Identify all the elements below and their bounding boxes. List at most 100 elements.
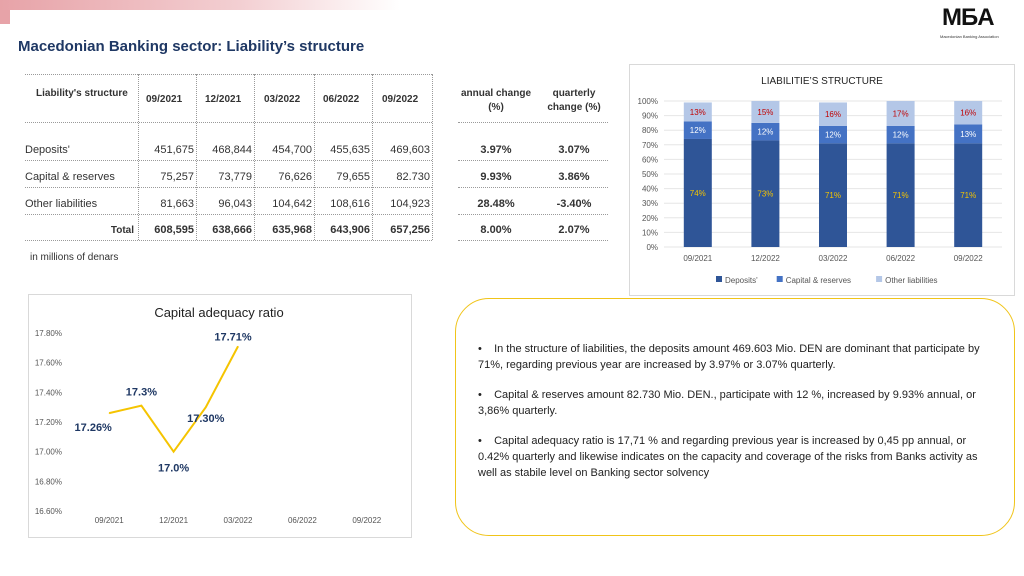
table-line <box>458 214 608 215</box>
table-row-label-total: Total <box>110 225 134 236</box>
table-cell-annual: 9.93% <box>480 171 512 183</box>
data-label: 17.0% <box>158 463 189 475</box>
x-tick-label: 12/2022 <box>751 254 780 263</box>
bar-segment <box>819 125 847 144</box>
table-header-annual-change: annual change (%) <box>460 88 531 113</box>
data-label: 17% <box>893 109 909 118</box>
bar-segment <box>819 143 847 247</box>
data-label: 12% <box>825 131 841 140</box>
table-cell: 96,043 <box>218 198 252 210</box>
commentary-text: Capital adequacy ratio is 17,71 % and re… <box>478 435 978 479</box>
bar-segment <box>751 140 780 247</box>
y-tick-label: 40% <box>642 185 658 194</box>
table-row-label: Capital & reserves <box>25 171 115 183</box>
table-cell: 469,603 <box>390 144 430 156</box>
y-tick-label: 17.20% <box>35 418 62 427</box>
bar-chart-svg: LIABILITIE’S STRUCTURE 0% 10% 20% 30% 40% 50% 6… <box>638 76 1002 285</box>
y-tick-label: 100% <box>638 97 658 106</box>
legend-label: Other liabilities <box>885 276 937 285</box>
chart-title: Capital adequacy ratio <box>154 305 283 320</box>
table-cell: 79,655 <box>336 171 370 183</box>
data-label: 74% <box>690 189 706 198</box>
data-point <box>108 412 110 414</box>
x-tick-label: 06/2022 <box>288 516 317 525</box>
x-tick-label: 09/2022 <box>954 254 983 263</box>
table-header-period: 03/2022 <box>264 94 301 105</box>
liability-structure-chart: LIABILITIE’S STRUCTURE 0% 10% 20% 30% 40% 50% 6… <box>629 64 1015 296</box>
data-label: 12% <box>690 126 706 135</box>
units-note: in millions of denars <box>30 252 119 263</box>
logo-text: MБA <box>942 4 995 31</box>
table-cell: 104,642 <box>272 198 312 210</box>
table-cell-total: 638,666 <box>212 224 252 236</box>
legend-label: Deposits' <box>725 276 758 285</box>
table-header-period: 09/2021 <box>146 94 183 105</box>
decorative-corner <box>0 10 10 24</box>
bar-segment <box>819 102 847 126</box>
commentary-item: • In the structure of liabilities, the d… <box>478 341 998 373</box>
liability-table: Liability's structure 09/2021 12/2021 03… <box>0 0 620 260</box>
y-tick-label: 50% <box>642 170 658 179</box>
table-cell-quarterly: 2.07% <box>558 224 590 236</box>
data-label: 71% <box>825 191 841 200</box>
data-label: 17.26% <box>75 422 113 434</box>
legend-swatch <box>776 276 783 282</box>
table-line <box>25 122 432 123</box>
table-line <box>138 74 139 240</box>
y-tick-label: 10% <box>642 228 658 237</box>
data-label: 16% <box>825 110 841 119</box>
table-header-period: 06/2022 <box>323 94 360 105</box>
x-tick-label: 09/2021 <box>683 254 712 263</box>
bar-segment <box>954 101 983 125</box>
table-line <box>314 74 315 240</box>
table-header-row-label: Liability's structure <box>36 88 128 99</box>
commentary-item: • Capital adequacy ratio is 17,71 % and … <box>478 433 998 481</box>
bar-segment <box>683 121 712 139</box>
data-label: 13% <box>960 130 976 139</box>
table-line <box>25 160 432 161</box>
table-line <box>254 74 255 240</box>
table-cell-annual: 3.97% <box>480 144 512 156</box>
chart-title: LIABILITIE’S STRUCTURE <box>761 76 883 87</box>
data-label: 17.71% <box>214 331 252 343</box>
x-tick-label: 06/2022 <box>886 254 915 263</box>
table-cell: 451,675 <box>154 144 194 156</box>
data-label: 15% <box>757 108 773 117</box>
logo-subtitle: Macedonian Banking Association <box>940 34 999 39</box>
table-cell: 455,635 <box>330 144 370 156</box>
table-line <box>25 214 432 215</box>
table-cell-total: 635,968 <box>272 224 312 236</box>
table-line <box>432 74 433 240</box>
data-label: 71% <box>960 191 976 200</box>
bullet-icon: • <box>478 343 495 355</box>
legend-swatch <box>876 276 883 282</box>
y-tick-label: 17.80% <box>35 329 62 338</box>
legend-label: Capital & reserves <box>786 276 851 285</box>
bullet-icon: • <box>478 389 495 401</box>
bar-segment <box>683 138 712 247</box>
table-cell: 108,616 <box>330 198 370 210</box>
x-tick-label: 09/2022 <box>352 516 381 525</box>
table-cell-total: 657,256 <box>390 224 430 236</box>
x-tick-label: 03/2022 <box>819 254 848 263</box>
data-point <box>140 405 142 407</box>
table-cell-quarterly: 3.86% <box>558 171 590 183</box>
bar-segment <box>886 143 915 247</box>
y-tick-label: 0% <box>646 243 658 252</box>
table-cell-annual: 28.48% <box>477 198 515 210</box>
bar-segment <box>886 101 915 126</box>
y-tick-label: 30% <box>642 199 658 208</box>
x-tick-label: 12/2021 <box>159 516 188 525</box>
table-header-quarterly-change: quarterly change (%) <box>547 88 601 113</box>
y-tick-label: 90% <box>642 112 658 121</box>
bar-segment <box>954 143 983 247</box>
data-label: 17.30% <box>187 413 225 425</box>
table-cell: 76,626 <box>278 171 312 183</box>
y-tick-label: 60% <box>642 155 658 164</box>
data-label: 12% <box>757 128 773 137</box>
table-header-period: 09/2022 <box>382 94 419 105</box>
table-line <box>25 187 432 188</box>
table-cell: 82.730 <box>396 171 430 183</box>
y-tick-label: 16.80% <box>35 477 62 486</box>
line-chart-svg: Capital adequacy ratio 16.60% 16.80% 17.00%… <box>35 305 382 525</box>
